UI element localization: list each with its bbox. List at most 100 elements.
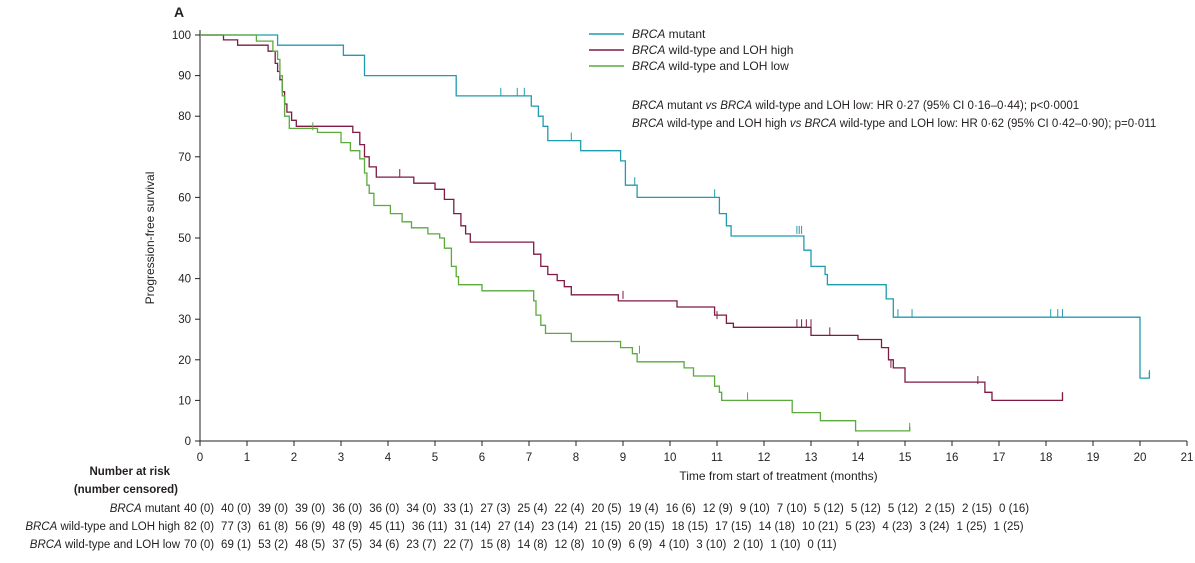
risk-cell: 22 (7) — [443, 539, 473, 551]
risk-cell: 9 (10) — [740, 503, 770, 515]
x-tick-label: 12 — [758, 452, 771, 464]
risk-row-label: BRCA wild-type and LOH low — [30, 539, 181, 551]
x-tick-label: 10 — [664, 452, 677, 464]
series-3 — [200, 34, 911, 432]
risk-cell: 3 (24) — [919, 521, 949, 533]
risk-cell: 2 (15) — [925, 503, 955, 515]
x-tick-label: 3 — [338, 452, 344, 464]
stat-segment: vs BRCA — [790, 118, 837, 130]
risk-cell: 39 (0) — [258, 503, 288, 515]
x-tick-label: 18 — [1040, 452, 1053, 464]
x-tick-label: 7 — [526, 452, 532, 464]
risk-cell: 40 (0) — [184, 503, 214, 515]
risk-cell: 3 (10) — [696, 539, 726, 551]
risk-cell: 5 (12) — [851, 503, 881, 515]
x-tick-label: 2 — [291, 452, 297, 464]
risk-table: Number at risk (number censored) BRCA muta… — [25, 466, 1029, 551]
series-line — [200, 34, 911, 432]
risk-cell: 34 (0) — [406, 503, 436, 515]
risk-cell: 20 (15) — [628, 521, 665, 533]
risk-cell: 21 (15) — [585, 521, 622, 533]
risk-cell: 36 (11) — [412, 521, 448, 533]
x-tick-label: 15 — [899, 452, 912, 464]
x-tick-label: 8 — [573, 452, 579, 464]
axes: 0 1 2 3 4 5 6 7 8 9 10 11 12 13 14 15 16 17 18 19 20 21010203… — [143, 30, 1193, 483]
risk-row-label-rest: wild-type and LOH high — [57, 521, 180, 533]
legend-label-italic: BRCA — [632, 27, 665, 41]
stats-annotation: BRCA mutant vs BRCA wild-type and LOH lo… — [632, 100, 1156, 130]
legend-label-italic: BRCA — [632, 43, 665, 57]
risk-subtitle: (number censored) — [74, 484, 178, 496]
risk-cell: 70 (0) — [184, 539, 214, 551]
y-tick-label: 0 — [185, 436, 191, 448]
risk-cell: 40 (0) — [221, 503, 251, 515]
risk-cell: 69 (1) — [221, 539, 251, 551]
risk-cell: 33 (1) — [443, 503, 473, 515]
risk-cell: 0 (16) — [999, 503, 1029, 515]
y-tick-label: 30 — [178, 314, 191, 326]
legend-label-rest: wild-type and LOH high — [665, 43, 793, 57]
y-tick-label: 70 — [178, 152, 191, 164]
x-tick-label: 6 — [479, 452, 485, 464]
risk-cell: 1 (25) — [957, 521, 987, 533]
risk-cell: 34 (6) — [369, 539, 399, 551]
risk-row-label-italic: BRCA — [110, 503, 142, 515]
stat-segment: wild-type and LOH high — [664, 118, 790, 130]
y-tick-label: 50 — [178, 233, 191, 245]
legend-label-italic: BRCA — [632, 59, 665, 73]
x-tick-label: 9 — [620, 452, 626, 464]
risk-cell: 53 (2) — [258, 539, 288, 551]
risk-cell: 12 (9) — [703, 503, 733, 515]
risk-cell: 4 (10) — [659, 539, 689, 551]
legend-label-rest: wild-type and LOH low — [665, 59, 789, 73]
series-1 — [200, 34, 1151, 379]
series-2 — [200, 34, 1064, 402]
risk-cell: 25 (4) — [517, 503, 547, 515]
stat-segment: BRCA — [632, 118, 664, 130]
stat-segment: mutant — [664, 100, 706, 112]
risk-cell: 27 (14) — [498, 521, 535, 533]
risk-cell: 48 (9) — [332, 521, 362, 533]
risk-cell: 14 (18) — [758, 521, 795, 533]
stat-line: BRCA mutant vs BRCA wild-type and LOH lo… — [632, 100, 1079, 112]
legend-label: BRCA wild-type and LOH low — [632, 59, 789, 73]
risk-row-label-rest: mutant — [142, 503, 181, 515]
risk-cell: 39 (0) — [295, 503, 325, 515]
stat-line: BRCA wild-type and LOH high vs BRCA wild… — [632, 118, 1156, 130]
stat-segment: wild-type and LOH low: HR 0·27 (95% CI 0… — [752, 100, 1079, 112]
risk-cell: 14 (8) — [517, 539, 547, 551]
risk-cell: 82 (0) — [184, 521, 214, 533]
risk-cell: 2 (15) — [962, 503, 992, 515]
legend-label: BRCA wild-type and LOH high — [632, 43, 793, 57]
risk-title: Number at risk — [89, 466, 170, 478]
series-line — [200, 34, 1151, 379]
risk-cell: 12 (8) — [554, 539, 584, 551]
stat-segment: wild-type and LOH low: HR 0·62 (95% CI 0… — [837, 118, 1157, 130]
y-tick-label: 10 — [178, 395, 191, 407]
risk-cell: 10 (9) — [592, 539, 622, 551]
risk-cell: 5 (12) — [814, 503, 844, 515]
legend-label: BRCA mutant — [632, 27, 706, 41]
risk-cell: 15 (8) — [480, 539, 510, 551]
risk-cell: 27 (3) — [480, 503, 510, 515]
y-tick-label: 80 — [178, 111, 191, 123]
y-axis-title: Progression-free survival — [143, 172, 157, 305]
x-tick-label: 17 — [993, 452, 1006, 464]
risk-row-label: BRCA mutant — [110, 503, 181, 515]
risk-cell: 5 (12) — [888, 503, 918, 515]
risk-row-label-rest: wild-type and LOH low — [62, 539, 181, 551]
x-tick-label: 20 — [1134, 452, 1147, 464]
risk-cell: 36 (0) — [369, 503, 399, 515]
x-tick-label: 4 — [385, 452, 392, 464]
y-tick-label: 100 — [172, 30, 191, 42]
risk-cell: 37 (5) — [332, 539, 362, 551]
risk-cell: 1 (10) — [770, 539, 800, 551]
risk-cell: 61 (8) — [258, 521, 288, 533]
panel-label: A — [174, 4, 184, 20]
risk-cell: 1 (25) — [994, 521, 1024, 533]
risk-cell: 22 (4) — [554, 503, 584, 515]
x-tick-label: 16 — [946, 452, 959, 464]
risk-cell: 48 (5) — [295, 539, 325, 551]
